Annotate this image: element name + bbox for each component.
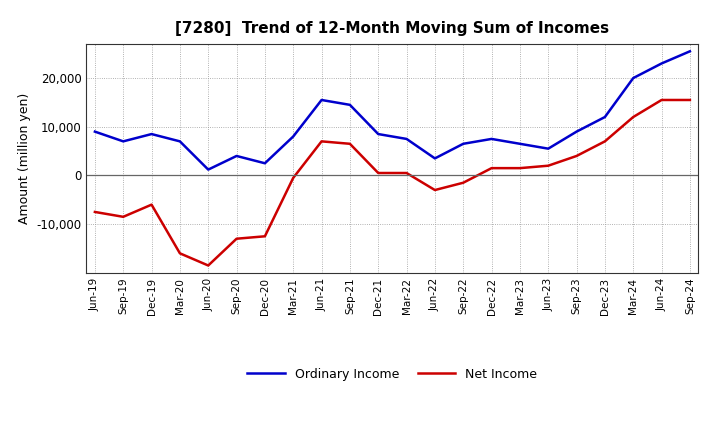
Net Income	[346, 141, 354, 147]
Net Income	[91, 209, 99, 215]
Net Income	[261, 234, 269, 239]
Net Income	[289, 175, 297, 180]
Ordinary Income	[431, 156, 439, 161]
Ordinary Income	[459, 141, 467, 147]
Ordinary Income	[487, 136, 496, 142]
Ordinary Income	[148, 132, 156, 137]
Net Income	[459, 180, 467, 185]
Net Income	[374, 170, 382, 176]
Ordinary Income	[516, 141, 524, 147]
Net Income	[204, 263, 212, 268]
Net Income	[487, 165, 496, 171]
Net Income	[629, 114, 637, 120]
Net Income	[516, 165, 524, 171]
Ordinary Income	[119, 139, 127, 144]
Ordinary Income	[318, 97, 326, 103]
Ordinary Income	[91, 129, 99, 134]
Line: Net Income: Net Income	[95, 100, 690, 265]
Net Income	[318, 139, 326, 144]
Ordinary Income	[261, 161, 269, 166]
Ordinary Income	[346, 102, 354, 107]
Net Income	[402, 170, 411, 176]
Net Income	[685, 97, 694, 103]
Title: [7280]  Trend of 12-Month Moving Sum of Incomes: [7280] Trend of 12-Month Moving Sum of I…	[176, 21, 609, 36]
Ordinary Income	[402, 136, 411, 142]
Net Income	[176, 251, 184, 256]
Y-axis label: Amount (million yen): Amount (million yen)	[18, 93, 31, 224]
Legend: Ordinary Income, Net Income: Ordinary Income, Net Income	[243, 363, 542, 385]
Net Income	[233, 236, 241, 242]
Ordinary Income	[600, 114, 609, 120]
Net Income	[431, 187, 439, 193]
Ordinary Income	[685, 49, 694, 54]
Net Income	[119, 214, 127, 220]
Net Income	[657, 97, 666, 103]
Ordinary Income	[289, 134, 297, 139]
Ordinary Income	[176, 139, 184, 144]
Ordinary Income	[572, 129, 581, 134]
Ordinary Income	[374, 132, 382, 137]
Ordinary Income	[544, 146, 552, 151]
Net Income	[544, 163, 552, 169]
Line: Ordinary Income: Ordinary Income	[95, 51, 690, 169]
Net Income	[600, 139, 609, 144]
Net Income	[148, 202, 156, 207]
Ordinary Income	[629, 75, 637, 81]
Net Income	[572, 153, 581, 158]
Ordinary Income	[204, 167, 212, 172]
Ordinary Income	[233, 153, 241, 158]
Ordinary Income	[657, 61, 666, 66]
